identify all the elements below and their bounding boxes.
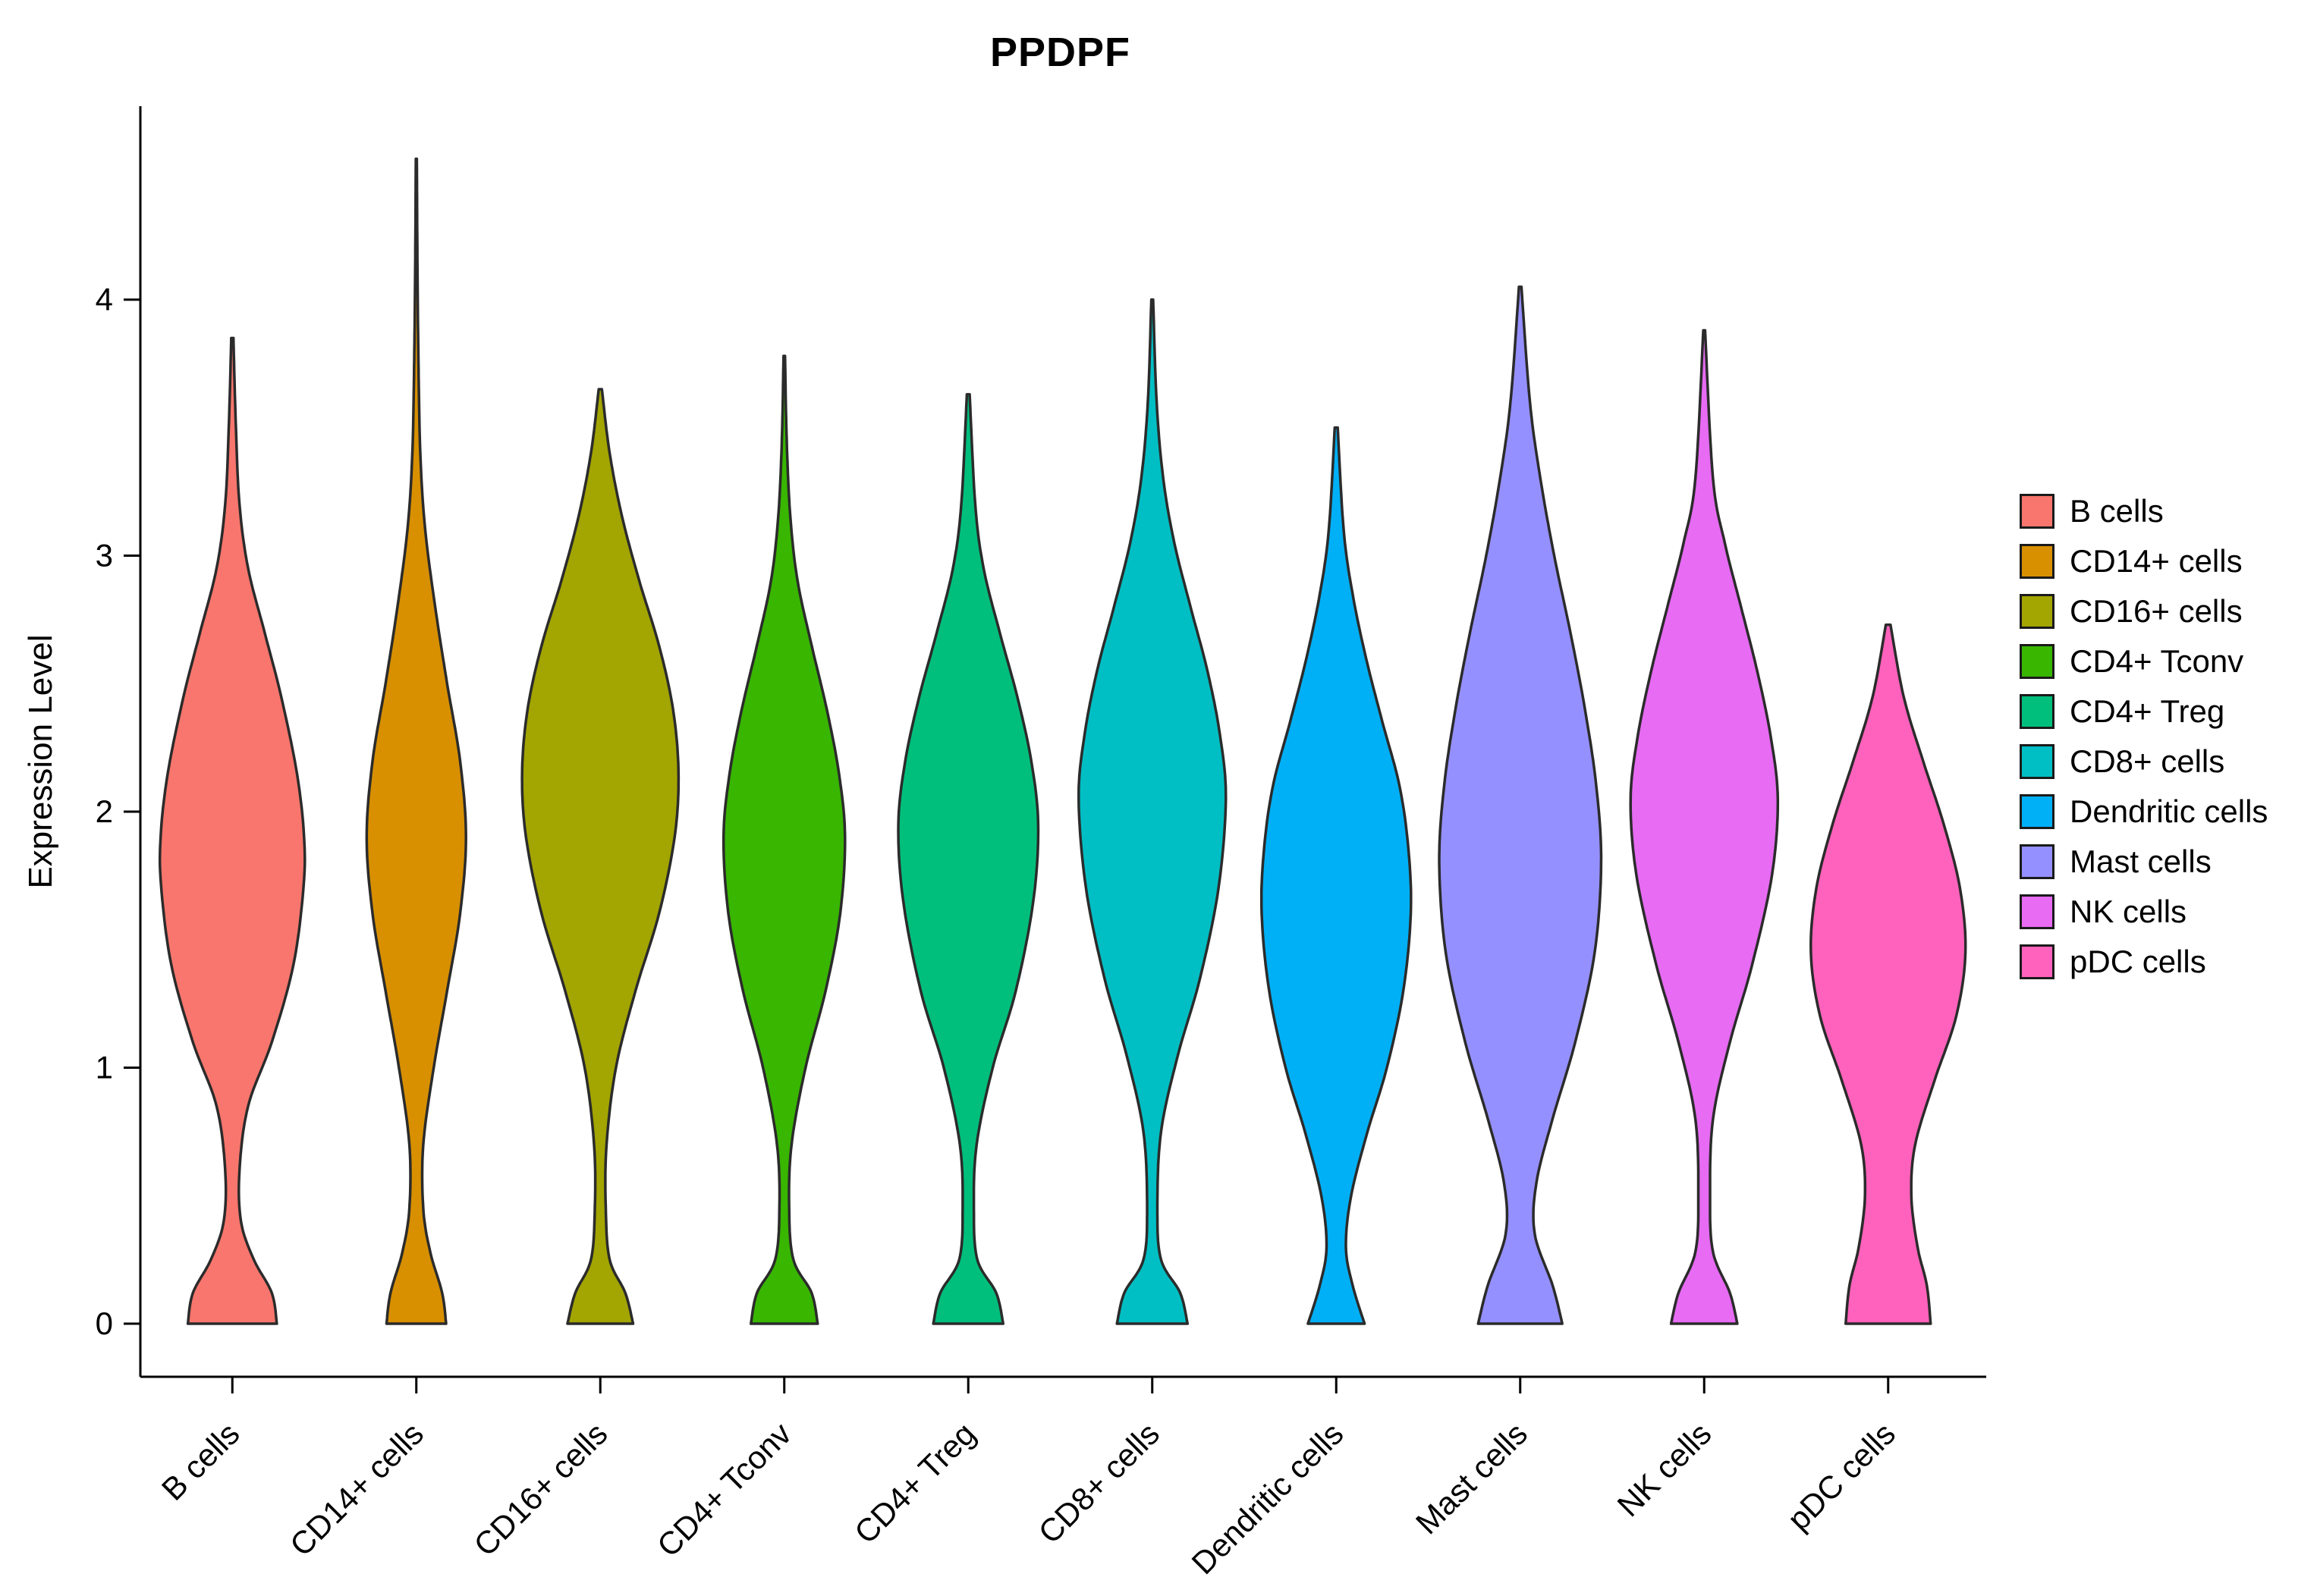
legend-swatch-icon — [2020, 494, 2054, 529]
legend-item: CD8+ cells — [2020, 743, 2268, 779]
legend-item: B cells — [2020, 493, 2268, 529]
legend-label: CD14+ cells — [2070, 543, 2243, 579]
legend: B cells CD14+ cells CD16+ cells CD4+ Tconv C… — [2020, 493, 2268, 979]
violin-cd8-cells — [1077, 298, 1228, 1325]
y-tick-label: 4 — [96, 281, 113, 317]
y-tick-label: 0 — [96, 1305, 113, 1341]
legend-item: Dendritic cells — [2020, 793, 2268, 829]
legend-swatch-icon — [2020, 744, 2054, 779]
legend-swatch-icon — [2020, 544, 2054, 579]
y-tick-label: 3 — [96, 538, 113, 573]
legend-label: CD8+ cells — [2070, 743, 2225, 779]
legend-label: pDC cells — [2070, 944, 2206, 979]
legend-label: CD16+ cells — [2070, 593, 2243, 629]
legend-swatch-icon — [2020, 844, 2054, 879]
x-tick-label: CD8+ cells — [1031, 1415, 1166, 1550]
y-tick-label: 2 — [96, 793, 113, 829]
x-tick-label: Mast cells — [1409, 1415, 1534, 1541]
legend-label: B cells — [2070, 493, 2164, 529]
legend-item: pDC cells — [2020, 944, 2268, 979]
legend-label: Mast cells — [2070, 844, 2212, 879]
legend-item: Mast cells — [2020, 844, 2268, 879]
legend-item: CD14+ cells — [2020, 543, 2268, 579]
violin-b-cells — [158, 336, 307, 1325]
legend-label: CD4+ Tconv — [2070, 643, 2244, 679]
legend-label: CD4+ Treg — [2070, 693, 2225, 729]
x-tick-label: CD16+ cells — [467, 1415, 614, 1563]
legend-item: CD16+ cells — [2020, 593, 2268, 629]
violin-dendritic-cells — [1259, 426, 1413, 1325]
x-tick-label: CD14+ cells — [283, 1415, 430, 1563]
y-tick-label: 1 — [96, 1050, 113, 1085]
legend-swatch-icon — [2020, 794, 2054, 829]
legend-item: CD4+ Treg — [2020, 693, 2268, 729]
legend-swatch-icon — [2020, 944, 2054, 979]
legend-swatch-icon — [2020, 644, 2054, 679]
legend-swatch-icon — [2020, 694, 2054, 729]
violin-nk-cells — [1629, 328, 1780, 1325]
violin-cd16-cells — [520, 388, 681, 1325]
violin-cd4-tconv — [722, 354, 847, 1325]
x-tick-label: pDC cells — [1781, 1415, 1902, 1537]
legend-swatch-icon — [2020, 594, 2054, 629]
violin-pdc-cells — [1809, 623, 1967, 1325]
legend-item: NK cells — [2020, 894, 2268, 929]
legend-item: CD4+ Tconv — [2020, 643, 2268, 679]
violin-cd4-treg — [897, 393, 1040, 1325]
x-tick-label: NK cells — [1610, 1415, 1718, 1523]
legend-label: Dendritic cells — [2070, 793, 2268, 829]
x-tick-label: B cells — [155, 1415, 247, 1507]
violin-mast-cells — [1438, 285, 1603, 1325]
violin-cd14-cells — [365, 157, 467, 1325]
legend-swatch-icon — [2020, 894, 2054, 929]
x-tick-label: CD4+ Treg — [847, 1415, 982, 1550]
chart-title: PPDPF — [989, 30, 1131, 75]
x-tick-label: Dendritic cells — [1185, 1415, 1350, 1581]
legend-label: NK cells — [2070, 894, 2187, 929]
x-tick-label: CD4+ Tconv — [650, 1415, 798, 1563]
